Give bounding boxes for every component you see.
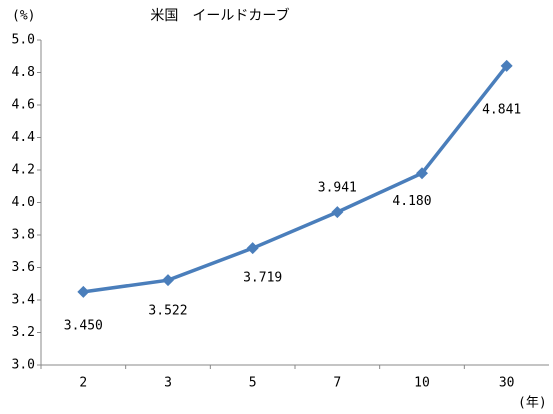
y-tick-label: 3.0 [12,358,35,373]
y-tick-label: 4.4 [12,130,36,145]
y-tick-label: 3.6 [12,260,35,275]
marker [77,285,90,298]
data-label: 3.719 [243,271,282,286]
x-tick-label: 2 [79,376,87,391]
marker [416,167,428,180]
line [83,64,509,294]
y-tick-label: 5.0 [12,33,35,48]
data-label: 3.522 [148,304,187,319]
y-tick-label: 4.2 [12,163,35,178]
data-label: 3.450 [64,318,103,333]
x-axis-label: (年) [518,396,547,411]
data-label: 3.941 [318,181,357,196]
y-tick-label: 3.2 [12,325,35,340]
chart-title: 米国 イールドカーブ [150,7,289,24]
x-tick-label: 10 [414,376,430,391]
x-tick-label: 5 [249,376,257,391]
y-tick-label: 3.8 [12,228,35,243]
data-label: 4.180 [392,194,431,209]
y-tick-label: 4.6 [12,98,35,113]
y-tick-label: 4.8 [12,65,35,80]
y-tick-label: 4.0 [12,195,35,210]
marker [246,242,259,255]
x-tick-label: 30 [499,376,515,391]
x-tick-label: 3 [164,376,172,391]
x-tick-label: 7 [333,376,341,391]
marker [500,59,513,72]
marker [331,206,344,219]
y-tick-label: 3.4 [12,293,36,308]
marker [162,274,174,287]
data-label: 4.841 [482,102,521,117]
y-axis-label: (%) [12,9,35,24]
